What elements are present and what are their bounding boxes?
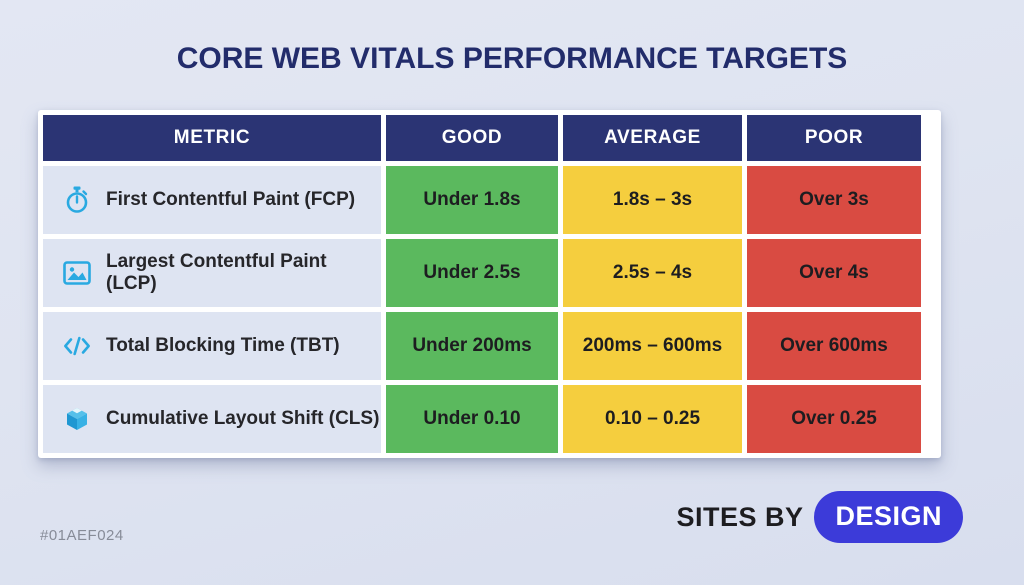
image-icon (63, 259, 91, 287)
tbt-average-cell: 200ms – 600ms (563, 312, 742, 380)
table-row-tbt-metric: Total Blocking Time (TBT) (43, 312, 381, 380)
page-title: CORE WEB VITALS PERFORMANCE TARGETS (176, 42, 848, 75)
code-icon (63, 332, 91, 360)
cube-icon (63, 405, 91, 433)
metric-label: First Contentful Paint (FCP) (106, 189, 356, 210)
lcp-poor-cell: Over 4s (747, 239, 921, 307)
lcp-average-cell: 2.5s – 4s (563, 239, 742, 307)
column-header-average: AVERAGE (563, 115, 742, 161)
metric-label: Cumulative Layout Shift (CLS) (106, 408, 380, 429)
metric-label: Largest Contentful Paint (LCP) (106, 251, 327, 294)
fcp-good-cell: Under 1.8s (386, 166, 558, 234)
column-header-poor: POOR (747, 115, 921, 161)
metric-label: Total Blocking Time (TBT) (106, 335, 340, 356)
lcp-good-cell: Under 2.5s (386, 239, 558, 307)
column-header-good: GOOD (386, 115, 558, 161)
column-header-metric: METRIC (43, 115, 381, 161)
fcp-poor-cell: Over 3s (747, 166, 921, 234)
sites-by-design-logo: SITES BY DESIGN (676, 491, 963, 543)
core-web-vitals-table: METRIC GOOD AVERAGE POOR First Contentfu… (38, 110, 941, 458)
watermark-code: #01AEF024 (40, 527, 124, 544)
cls-average-cell: 0.10 – 0.25 (563, 385, 742, 453)
stopwatch-icon (63, 186, 91, 214)
tbt-good-cell: Under 200ms (386, 312, 558, 380)
fcp-average-cell: 1.8s – 3s (563, 166, 742, 234)
tbt-poor-cell: Over 600ms (747, 312, 921, 380)
cls-poor-cell: Over 0.25 (747, 385, 921, 453)
table-row-lcp-metric: Largest Contentful Paint (LCP) (43, 239, 381, 307)
cls-good-cell: Under 0.10 (386, 385, 558, 453)
table-row-fcp-metric: First Contentful Paint (FCP) (43, 166, 381, 234)
logo-text-sites-by: SITES BY (676, 501, 804, 532)
logo-pill-design: DESIGN (814, 491, 963, 543)
table-row-cls-metric: Cumulative Layout Shift (CLS) (43, 385, 381, 453)
